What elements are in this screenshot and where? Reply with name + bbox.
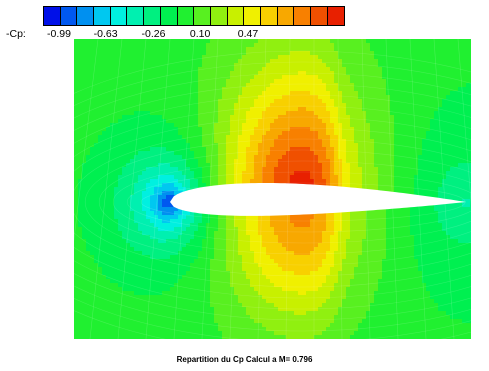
- colorbar-tick-label: -0.63: [93, 28, 118, 40]
- colorbar-swatch: [110, 7, 128, 25]
- colorbar-swatch: [227, 7, 245, 25]
- colorbar-swatch: [244, 7, 261, 25]
- colorbar-swatch: [127, 7, 145, 25]
- colorbar-swatch: [60, 7, 78, 25]
- colorbar-swatch: [277, 7, 295, 25]
- chart-title: Repartition du Cp Calcul a M= 0.796: [176, 355, 313, 364]
- colorbar-swatch: [144, 7, 161, 25]
- colorbar-swatch: [94, 7, 111, 25]
- colorbar-swatch: [311, 7, 328, 25]
- colorbar-tick-label: -0.26: [141, 28, 166, 40]
- colorbar-swatch: [210, 7, 228, 25]
- colorbar-swatch: [194, 7, 211, 25]
- colorbar: [43, 6, 346, 26]
- airfoil-shape: [170, 183, 466, 216]
- colorbar-swatch: [160, 7, 178, 25]
- colorbar-swatch: [294, 7, 311, 25]
- colorbar-tick-label: 0.10: [189, 28, 211, 40]
- colorbar-tick-label: 0.47: [237, 28, 259, 40]
- colorbar-swatch: [177, 7, 195, 25]
- colorbar-swatch: [44, 7, 61, 25]
- colorbar-swatch: [77, 7, 95, 25]
- colorbar-label: -Cp:: [6, 28, 26, 40]
- colorbar-swatch: [260, 7, 278, 25]
- colorbar-swatch: [327, 7, 345, 25]
- cp-contour-plot: [74, 39, 471, 339]
- colorbar-tick-label: -0.99: [47, 28, 71, 40]
